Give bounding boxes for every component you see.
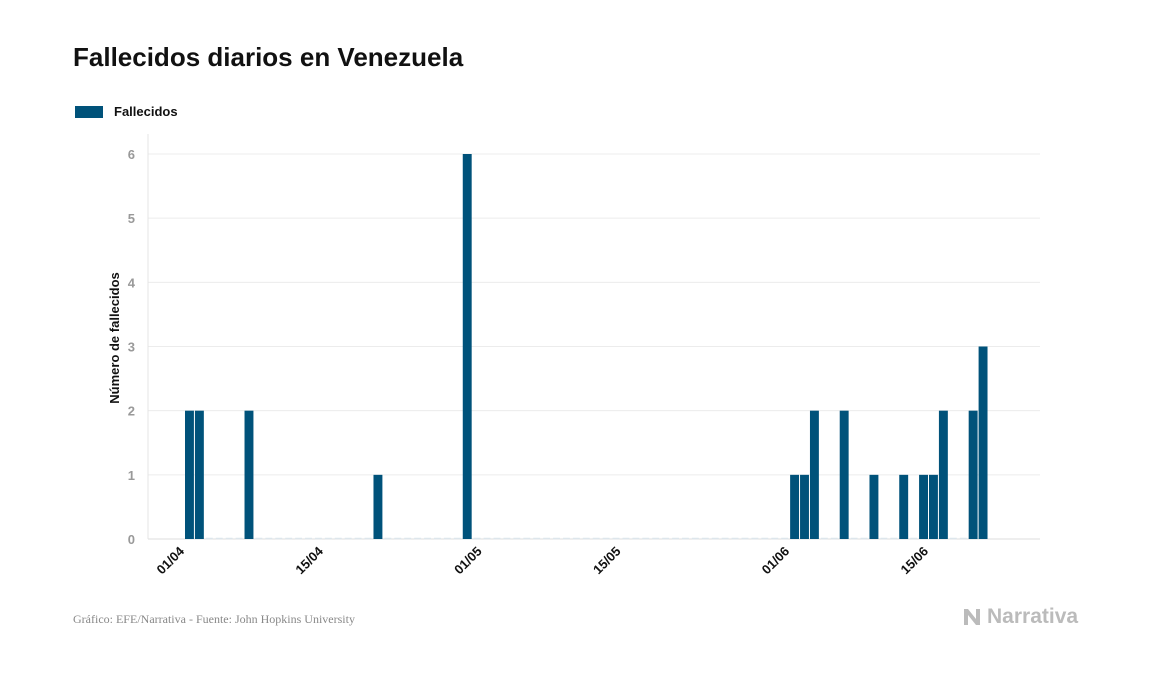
bar (800, 474, 809, 539)
x-tick-label: 01/04 (154, 543, 188, 577)
y-tick-label: 0 (128, 532, 135, 547)
bar (968, 410, 978, 539)
bar (929, 474, 938, 539)
narrativa-logo: Narrativa (963, 605, 1078, 629)
bar (373, 474, 383, 539)
bar (462, 154, 472, 539)
bar (869, 474, 879, 539)
bar (919, 474, 928, 539)
logo-icon (964, 609, 980, 625)
bar (790, 474, 800, 539)
legend: Fallecidos (75, 104, 178, 119)
y-tick-label: 3 (128, 340, 135, 355)
source-footer: Gráfico: EFE/Narrativa - Fuente: John Ho… (73, 612, 355, 626)
logo-text: Narrativa (987, 605, 1079, 628)
y-tick-label: 2 (128, 404, 135, 419)
y-tick-label: 4 (128, 275, 136, 290)
y-tick-label: 6 (128, 147, 135, 162)
bar (194, 410, 204, 539)
chart-title: Fallecidos diarios en Venezuela (73, 42, 464, 72)
y-tick-label: 5 (128, 211, 135, 226)
legend-swatch (75, 105, 103, 118)
x-tick-label: 15/06 (898, 544, 932, 578)
bar (978, 346, 988, 539)
x-tick-label: 01/06 (759, 544, 793, 578)
x-tick-label: 15/04 (292, 543, 326, 577)
x-tick-label: 01/05 (451, 544, 485, 578)
y-axis-label: Número de fallecidos (107, 272, 122, 403)
bar (244, 410, 254, 539)
bar (809, 410, 819, 539)
bar (899, 474, 909, 539)
legend-label: Fallecidos (114, 104, 178, 119)
x-tick-label: 15/05 (590, 544, 624, 578)
bar (185, 410, 194, 539)
bar (839, 410, 849, 539)
y-tick-label: 1 (128, 468, 135, 483)
bar (938, 410, 948, 539)
